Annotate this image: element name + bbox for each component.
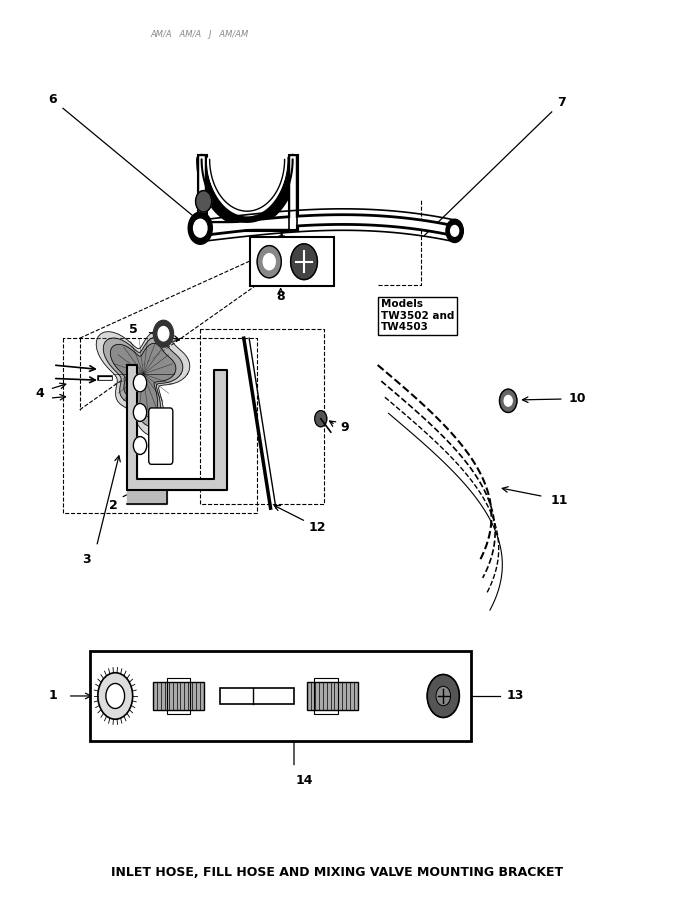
Text: 10: 10 (568, 392, 586, 405)
Polygon shape (127, 491, 167, 504)
Bar (167, 678, 190, 714)
Text: AM/A   AM/A   J   AM/AM: AM/A AM/A J AM/AM (150, 30, 248, 39)
Text: 11: 11 (551, 494, 568, 508)
Circle shape (158, 327, 169, 341)
Circle shape (134, 403, 146, 421)
Text: 5: 5 (129, 323, 138, 336)
Bar (220, 688, 294, 704)
Circle shape (134, 436, 146, 454)
Text: 14: 14 (295, 774, 313, 788)
Text: 8: 8 (276, 290, 285, 302)
Circle shape (153, 320, 173, 347)
Text: 2: 2 (109, 499, 117, 512)
Text: Models
TW3502 and
TW4503: Models TW3502 and TW4503 (381, 299, 454, 332)
Circle shape (194, 220, 207, 237)
Circle shape (188, 212, 213, 244)
Circle shape (263, 254, 275, 270)
Text: 1: 1 (276, 227, 285, 240)
Circle shape (106, 683, 125, 708)
Circle shape (446, 220, 463, 242)
Circle shape (500, 389, 517, 412)
Bar (314, 678, 338, 714)
Text: 3: 3 (82, 553, 90, 565)
Polygon shape (103, 337, 183, 427)
Circle shape (134, 374, 146, 392)
Text: INLET HOSE, FILL HOSE AND MIXING VALVE MOUNTING BRACKET: INLET HOSE, FILL HOSE AND MIXING VALVE M… (111, 866, 564, 878)
FancyBboxPatch shape (148, 408, 173, 464)
Circle shape (504, 395, 512, 406)
Circle shape (291, 244, 317, 280)
Bar (153, 681, 204, 710)
Bar (90, 652, 471, 741)
Circle shape (451, 226, 459, 236)
Circle shape (98, 672, 133, 719)
Text: 7: 7 (558, 96, 566, 110)
Bar (250, 237, 334, 286)
Circle shape (436, 686, 451, 706)
Text: 1: 1 (49, 689, 57, 703)
Circle shape (427, 674, 460, 717)
Text: 13: 13 (506, 689, 524, 703)
Circle shape (257, 246, 281, 278)
Text: 6: 6 (49, 93, 57, 106)
Text: 12: 12 (308, 521, 326, 535)
Polygon shape (96, 330, 190, 436)
Text: 9: 9 (340, 421, 348, 434)
Bar (307, 681, 358, 710)
Polygon shape (110, 344, 176, 417)
Circle shape (196, 191, 212, 212)
Circle shape (315, 410, 327, 427)
Polygon shape (127, 365, 227, 491)
Text: 4: 4 (35, 387, 44, 400)
